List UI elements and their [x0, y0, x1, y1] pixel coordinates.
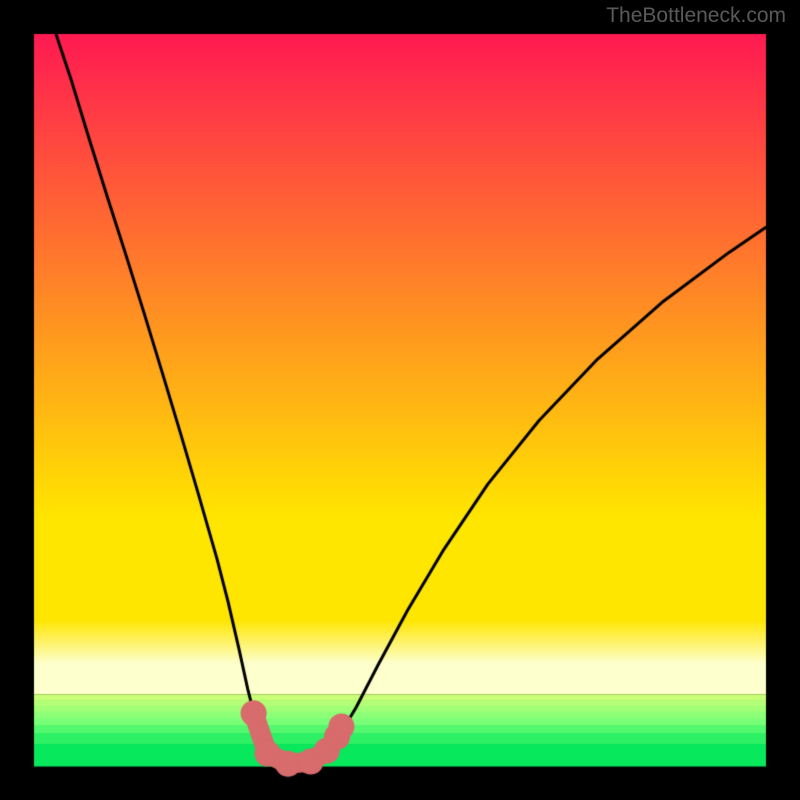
bottleneck-curve-chart [0, 0, 800, 800]
watermark-text: TheBottleneck.com [606, 4, 786, 28]
chart-stage: TheBottleneck.com [0, 0, 800, 800]
